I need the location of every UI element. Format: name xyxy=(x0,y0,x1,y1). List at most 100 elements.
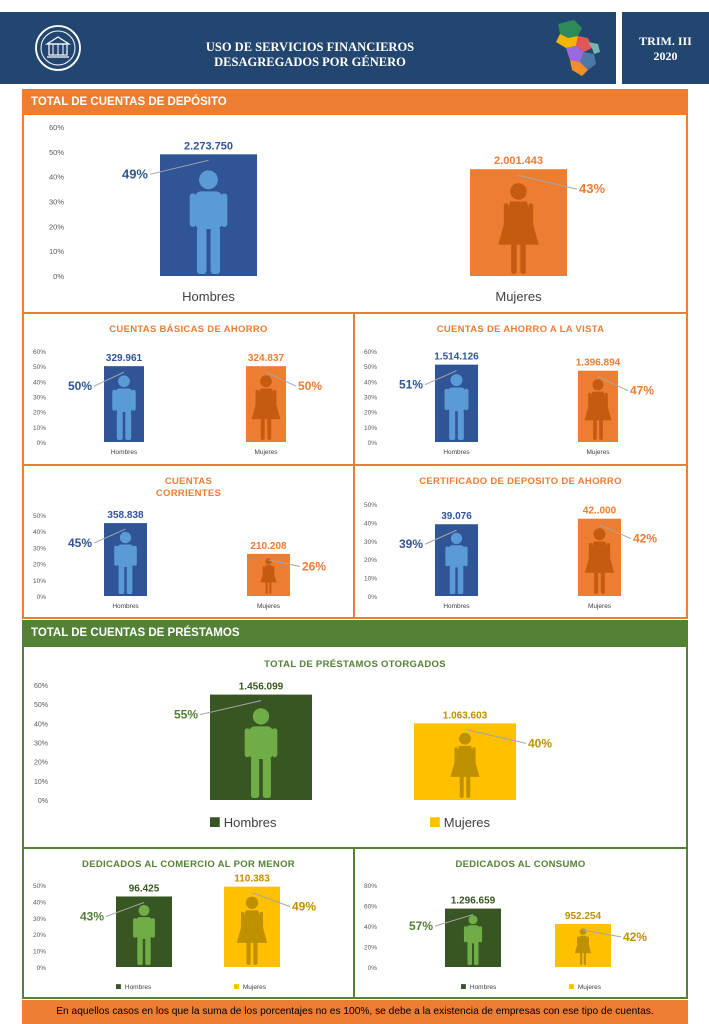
y-tick-label: 40% xyxy=(364,924,377,931)
header-period-box: TRIM. III 2020 xyxy=(622,12,709,84)
legend-label: Hombres xyxy=(224,815,277,830)
leader-line xyxy=(93,528,126,544)
percent-label: 49% xyxy=(292,900,316,914)
percent-label: 50% xyxy=(298,379,322,393)
header-title-line-1: USO DE SERVICIOS FINANCIEROS xyxy=(205,40,415,54)
data-label: 1.456.099 xyxy=(239,682,284,693)
leader-line xyxy=(424,529,457,545)
legend-label: Mujeres xyxy=(444,815,491,830)
man-icon xyxy=(445,532,468,594)
woman-icon xyxy=(584,379,612,440)
panel-savings-certificate: CERTIFICADO DE DEPOSITO DE AHORRO 0% 10% 2… xyxy=(353,464,688,619)
header-title-line-2: DESAGREGADOS POR GÉNERO xyxy=(214,55,406,69)
y-tick-label: 10% xyxy=(364,576,377,583)
data-label: 210.208 xyxy=(250,541,287,552)
legend-swatch xyxy=(234,984,239,989)
y-tick-label: 20% xyxy=(364,557,377,564)
chart-basic-savings: 0% 10% 20% 30% 40% 50% 60% 329.961 50% Hombres 324… xyxy=(33,349,322,456)
percent-label: 45% xyxy=(68,536,92,550)
data-label: 110.383 xyxy=(234,874,270,885)
category-label: Mujeres xyxy=(586,449,610,456)
chart-savings-certificate: 0% 10% 20% 30% 40% 50% 39.076 39% Hombres 42..000… xyxy=(364,502,657,610)
y-tick-label: 60% xyxy=(33,349,46,356)
data-label: 2.001.443 xyxy=(494,155,543,167)
legend-swatch xyxy=(430,817,440,827)
percent-label: 47% xyxy=(630,384,654,398)
percent-label: 26% xyxy=(302,560,326,574)
category-label: Mujeres xyxy=(257,603,281,610)
page-header: USO DE SERVICIOS FINANCIEROS DESAGREGADO… xyxy=(0,12,709,84)
leader-line xyxy=(268,559,301,568)
percent-label: 43% xyxy=(80,909,104,923)
category-label: Mujeres xyxy=(254,449,278,456)
panel-title-basic-savings: CUENTAS BÁSICAS DE AHORRO xyxy=(109,324,268,335)
panel-current-accounts: CUENTAS CORRIENTES 0% 10% 20% 30% 40% 50% 358.… xyxy=(22,464,355,619)
y-tick-label: 60% xyxy=(364,349,377,356)
leader-line xyxy=(464,728,527,744)
y-tick-label: 50% xyxy=(49,148,64,157)
percent-label: 55% xyxy=(174,708,198,722)
man-icon xyxy=(112,375,136,440)
panel-basic-savings: CUENTAS BÁSICAS DE AHORRO 0% 10% 20% 30% 40%… xyxy=(22,312,355,466)
data-label: 358.838 xyxy=(107,510,144,521)
y-tick-label: 20% xyxy=(364,410,377,417)
data-label: 329.961 xyxy=(106,353,143,364)
legend-label: Hombres xyxy=(470,984,497,991)
man-icon xyxy=(114,531,137,594)
y-tick-label: 60% xyxy=(34,683,48,690)
legend-label: Mujeres xyxy=(578,984,602,991)
legend-label: Mujeres xyxy=(243,984,267,991)
y-tick-label: 0% xyxy=(368,965,378,972)
seal-icon xyxy=(35,25,81,71)
header-title: USO DE SERVICIOS FINANCIEROS DESAGREGADO… xyxy=(150,40,470,70)
data-label: 952.254 xyxy=(565,911,602,922)
y-tick-label: 0% xyxy=(37,594,47,601)
category-label: Hombres xyxy=(443,449,470,456)
section-title-loans: TOTAL DE CUENTAS DE PRÉSTAMOS xyxy=(22,620,688,646)
man-icon xyxy=(444,374,469,440)
period-quarter: TRIM. III xyxy=(639,34,692,48)
y-tick-label: 30% xyxy=(49,198,64,207)
y-tick-label: 30% xyxy=(34,741,48,748)
category-label: Mujeres xyxy=(495,289,542,304)
data-label: 1.063.603 xyxy=(443,710,488,721)
data-label: 1.396.894 xyxy=(576,358,621,369)
y-tick-label: 50% xyxy=(33,513,46,520)
panel-title-current-line-2: CORRIENTES xyxy=(155,488,222,499)
panel-retail-loans: DEDICADOS AL COMERCIO AL POR MENOR 0% 10%… xyxy=(22,847,355,999)
percent-label: 43% xyxy=(579,181,605,196)
chart-total-deposits: 0% 10% 20% 30% 40% 50% 60% 2.273.750 49% Hombres 2… xyxy=(49,123,605,304)
percent-label: 42% xyxy=(633,532,657,546)
leader-line xyxy=(199,700,262,716)
y-tick-label: 60% xyxy=(364,904,377,911)
woman-icon xyxy=(450,732,480,798)
leader-line xyxy=(93,371,125,387)
y-tick-label: 30% xyxy=(364,395,377,402)
y-tick-label: 20% xyxy=(33,562,46,569)
legend-swatch xyxy=(116,984,121,989)
chart-consumer-loans: 0% 20% 40% 60% 80% 1.296.659 57% 952.254 42% Homb… xyxy=(364,883,647,991)
panel-title-current-accounts: CUENTAS CORRIENTES xyxy=(24,476,353,500)
y-tick-label: 10% xyxy=(34,779,48,786)
leader-line xyxy=(518,174,578,190)
y-tick-label: 40% xyxy=(33,899,46,906)
category-label: Hombres xyxy=(111,449,138,456)
woman-icon xyxy=(498,183,539,274)
y-tick-label: 50% xyxy=(364,502,377,509)
y-tick-label: 60% xyxy=(49,123,64,132)
data-label: 1.514.126 xyxy=(434,352,479,363)
period: TRIM. III 2020 xyxy=(622,34,709,64)
percent-label: 57% xyxy=(409,919,433,933)
category-label: Hombres xyxy=(182,289,235,304)
woman-icon xyxy=(236,896,268,965)
chart-retail-loans: 0% 10% 20% 30% 40% 50% 96.425 43% 110.383 49% Homb… xyxy=(33,874,316,991)
panel-title-current-line-1: CUENTAS xyxy=(164,476,213,487)
data-label: 2.273.750 xyxy=(184,140,233,152)
leader-line xyxy=(582,929,622,938)
panel-consumer-loans: DEDICADOS AL CONSUMO 0% 20% 40% 60% 80% 1.296… xyxy=(353,847,688,999)
y-tick-label: 40% xyxy=(364,379,377,386)
panel-title-demand-savings: CUENTAS DE AHORRO A LA VISTA xyxy=(436,324,605,335)
man-icon xyxy=(463,915,483,965)
chart-demand-savings: 0% 10% 20% 30% 40% 50% 60% 1.514.126 51% Hombres 1… xyxy=(364,349,654,456)
data-label: 324.837 xyxy=(248,353,285,364)
